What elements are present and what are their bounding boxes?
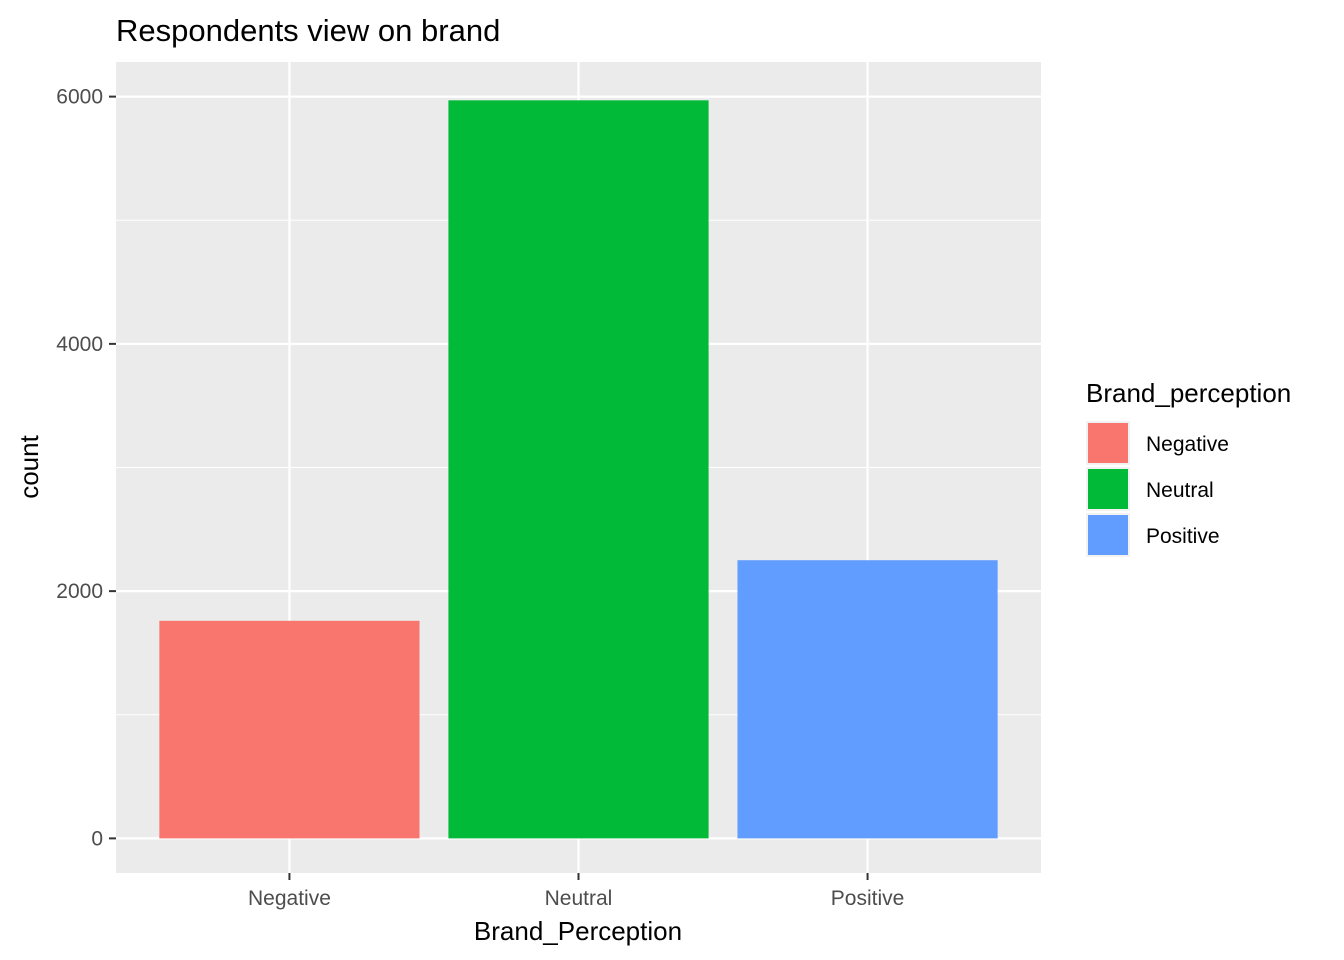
- legend-items: Negative Neutral Positive: [1086, 421, 1229, 557]
- bar-positive: [737, 560, 998, 839]
- legend-swatch-negative: [1088, 423, 1128, 463]
- legend-swatch-neutral: [1088, 469, 1128, 509]
- y-tick-label: 6000: [56, 86, 103, 109]
- legend-title: Brand_perception: [1086, 378, 1291, 408]
- y-tick-label: 4000: [56, 333, 103, 356]
- y-tick-label: 0: [91, 827, 103, 850]
- x-tick-label: Positive: [831, 887, 905, 910]
- x-axis-title: Brand_Perception: [474, 916, 682, 946]
- y-axis: 0 2000 4000 6000: [56, 86, 116, 850]
- y-axis-title: count: [14, 434, 44, 498]
- y-tick-label: 2000: [56, 580, 103, 603]
- bars: [159, 100, 998, 839]
- bar-negative: [159, 620, 420, 839]
- x-tick-label: Negative: [248, 887, 331, 910]
- legend: Brand_perception Negative Neutral Positive: [1086, 378, 1291, 557]
- bar-neutral: [448, 100, 709, 839]
- legend-label: Negative: [1146, 433, 1229, 456]
- legend-label: Positive: [1146, 525, 1220, 548]
- x-tick-label: Neutral: [545, 887, 613, 910]
- chart-title: Respondents view on brand: [116, 13, 500, 48]
- legend-label: Neutral: [1146, 479, 1214, 502]
- legend-swatch-positive: [1088, 515, 1128, 555]
- x-axis: Negative Neutral Positive: [248, 873, 904, 910]
